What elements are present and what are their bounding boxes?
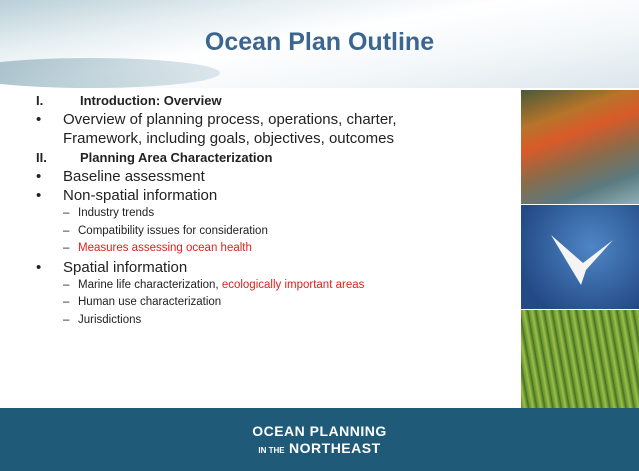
sub-text: Industry trends	[78, 207, 154, 219]
sub-text: ecologically important areas	[222, 279, 365, 291]
logo-bottom-row: IN THE NORTHEAST	[0, 440, 639, 458]
dash: –	[63, 279, 69, 291]
bullet-text: Baseline assessment	[63, 168, 205, 185]
bullet: •	[36, 168, 41, 185]
bullet: •	[36, 187, 41, 204]
bullet-text: Framework, including goals, objectives, …	[63, 130, 394, 147]
sub-text: Jurisdictions	[78, 314, 141, 326]
heading: Planning Area Characterization	[80, 150, 272, 165]
coral-photo	[521, 90, 639, 204]
bullet-text: Spatial information	[63, 259, 187, 276]
sub-text: Measures assessing ocean health	[78, 242, 252, 254]
dash: –	[63, 296, 69, 308]
sub-text: Marine life characterization,	[78, 279, 222, 291]
bird	[521, 205, 639, 309]
dash: –	[63, 314, 69, 326]
numeral: I.	[36, 93, 43, 108]
logo-small: IN THE	[258, 446, 284, 455]
logo-top: OCEAN PLANNING	[0, 423, 639, 439]
sub-item: Measures assessing ocean health	[78, 242, 252, 254]
sub-text: Compatibility issues for consideration	[78, 225, 268, 237]
bullet-text: Overview of planning process, operations…	[63, 111, 397, 128]
title: Ocean Plan Outline	[0, 28, 639, 57]
slide: Ocean Plan Outline OCEAN PLANNING IN THE…	[0, 0, 639, 471]
logo-bottom: NORTHEAST	[289, 440, 381, 456]
sub-item: Human use characterization	[78, 296, 221, 308]
sub-text: Human use characterization	[78, 296, 221, 308]
heading: Introduction: Overview	[80, 93, 222, 108]
sub-item: Marine life characterization, ecological…	[78, 279, 364, 291]
sub-item: Compatibility issues for consideration	[78, 225, 268, 237]
seagrass-photo	[521, 310, 639, 408]
bullet: •	[36, 111, 41, 128]
sub-item: Jurisdictions	[78, 314, 141, 326]
sub-item: Industry trends	[78, 207, 154, 219]
bullet-text: Non-spatial information	[63, 187, 217, 204]
dash: –	[63, 225, 69, 237]
dash: –	[63, 207, 69, 219]
dash: –	[63, 242, 69, 254]
bullet: •	[36, 259, 41, 276]
numeral: II.	[36, 150, 47, 165]
